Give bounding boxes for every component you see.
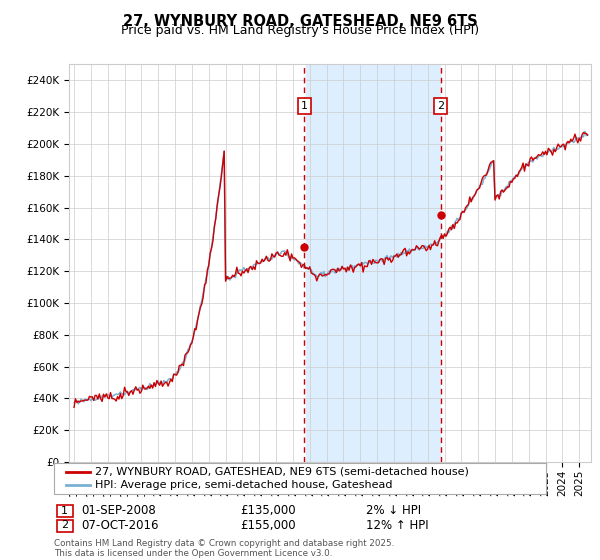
Text: 1: 1 bbox=[301, 101, 308, 111]
Text: 2% ↓ HPI: 2% ↓ HPI bbox=[366, 504, 421, 517]
Text: 1: 1 bbox=[61, 506, 68, 516]
Text: 07-OCT-2016: 07-OCT-2016 bbox=[81, 519, 158, 532]
Text: HPI: Average price, semi-detached house, Gateshead: HPI: Average price, semi-detached house,… bbox=[95, 480, 392, 491]
Text: 27, WYNBURY ROAD, GATESHEAD, NE9 6TS: 27, WYNBURY ROAD, GATESHEAD, NE9 6TS bbox=[122, 14, 478, 29]
Text: £155,000: £155,000 bbox=[240, 519, 296, 532]
Text: Price paid vs. HM Land Registry's House Price Index (HPI): Price paid vs. HM Land Registry's House … bbox=[121, 24, 479, 37]
Text: 2: 2 bbox=[437, 101, 444, 111]
Text: Contains HM Land Registry data © Crown copyright and database right 2025.
This d: Contains HM Land Registry data © Crown c… bbox=[54, 539, 394, 558]
Text: 01-SEP-2008: 01-SEP-2008 bbox=[81, 504, 156, 517]
Text: 12% ↑ HPI: 12% ↑ HPI bbox=[366, 519, 428, 532]
Text: 2: 2 bbox=[61, 520, 68, 530]
Text: 27, WYNBURY ROAD, GATESHEAD, NE9 6TS (semi-detached house): 27, WYNBURY ROAD, GATESHEAD, NE9 6TS (se… bbox=[95, 466, 469, 477]
Text: £135,000: £135,000 bbox=[240, 504, 296, 517]
